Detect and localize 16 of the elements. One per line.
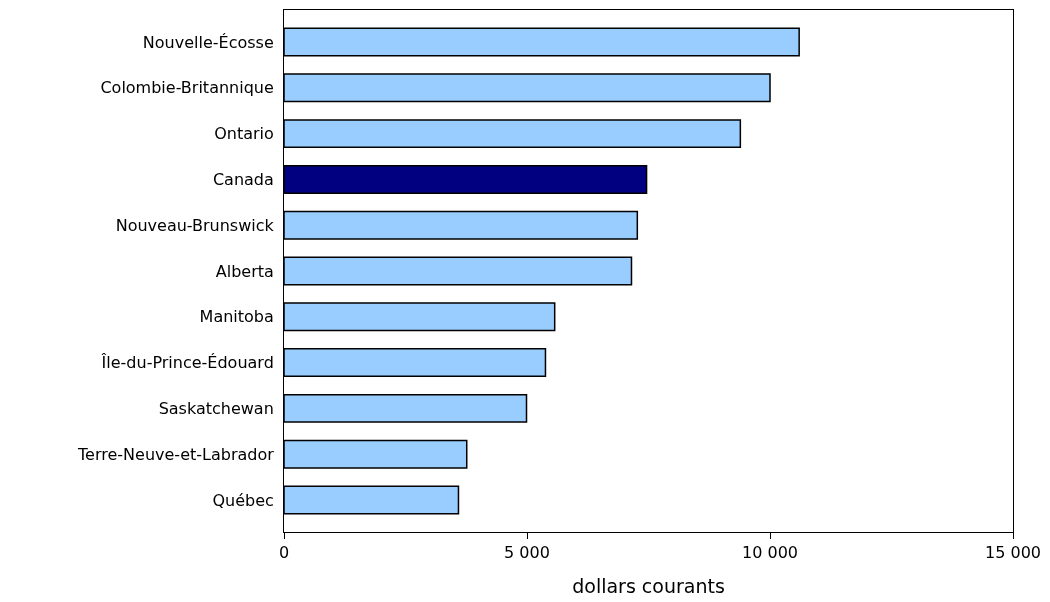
y-tick-label: Nouveau-Brunswick xyxy=(115,215,275,235)
x-tick-label: 15 000 xyxy=(985,543,1041,563)
x-tick-label: 5 000 xyxy=(504,543,550,563)
y-tick-label: Manitoba xyxy=(199,307,274,327)
y-tick-label: Québec xyxy=(212,490,274,510)
x-tick-label: 10 000 xyxy=(742,543,798,563)
y-tick-label: Colombie-Britannique xyxy=(100,78,274,98)
x-tick-label: 0 xyxy=(278,543,290,563)
y-tick-label: Canada xyxy=(212,170,274,190)
y-tick-label: Nouvelle-Écosse xyxy=(142,32,274,52)
y-tick-label: Alberta xyxy=(215,261,274,281)
y-tick-label: Saskatchewan xyxy=(158,398,274,418)
y-tick-label: Île-du-Prince-Édouard xyxy=(100,353,274,373)
y-tick-label: Ontario xyxy=(214,124,274,144)
x-axis-title: dollars courants xyxy=(572,575,725,597)
y-tick-label: Terre-Neuve-et-Labrador xyxy=(77,444,275,464)
